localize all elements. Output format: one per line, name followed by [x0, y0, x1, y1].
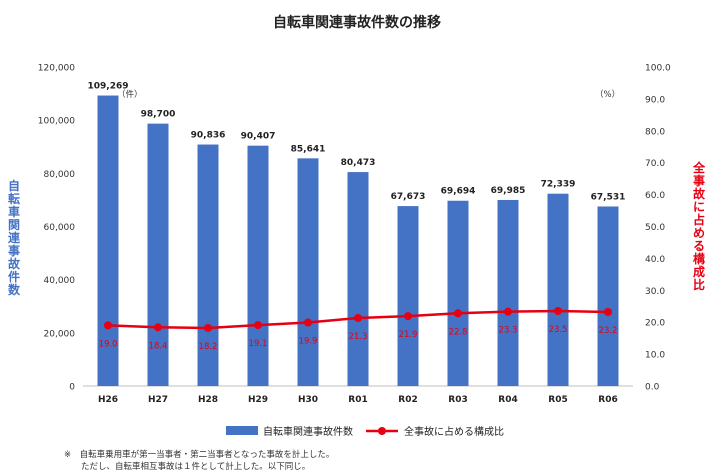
y-left-tick-label: 100,000: [38, 117, 75, 127]
y-right-tick-label: 20.0: [645, 319, 665, 329]
bar-H29: [247, 145, 269, 386]
bar-value-label: 69,985: [491, 186, 526, 196]
y-right-tick-label: 70.0: [645, 159, 665, 169]
y-left-unit: （件）: [117, 89, 143, 100]
y-right-tick-label: 40.0: [645, 255, 665, 265]
bar-R03: [447, 200, 469, 386]
ratio-point: [254, 321, 262, 330]
y-left-tick-label: 0: [69, 383, 75, 393]
x-tick-label: R05: [548, 395, 567, 405]
bar-R05: [547, 193, 569, 386]
y-right-tick-label: 80.0: [645, 127, 665, 137]
ratio-point: [504, 307, 512, 316]
ratio-value-label: 21.9: [399, 330, 418, 340]
ratio-value-label: 23.2: [599, 326, 618, 336]
y-right-tick-label: 0.0: [645, 383, 660, 393]
x-tick-label: R06: [598, 395, 617, 405]
bar-R04: [497, 199, 519, 386]
x-tick-label: H30: [298, 395, 318, 405]
ratio-value-label: 23.3: [499, 326, 518, 336]
bar-value-label: 90,407: [241, 132, 276, 142]
y-right-tick-label: 50.0: [645, 223, 665, 233]
bar-value-label: 69,694: [441, 187, 476, 197]
y-right-tick-label: 100.0: [645, 64, 671, 74]
y-right-tick-label: 10.0: [645, 351, 665, 361]
legend-line-marker: [378, 427, 386, 435]
bar-value-label: 67,531: [591, 192, 626, 202]
bar-value-label: 109,269: [88, 82, 129, 92]
chart-title: 自転車関連事故件数の推移: [273, 14, 441, 31]
ratio-point: [604, 307, 612, 316]
y-left-tick-label: 20,000: [44, 329, 76, 339]
bar-H28: [197, 144, 219, 386]
x-tick-label: H28: [198, 395, 218, 405]
ratio-point: [154, 323, 162, 332]
y-right-tick-label: 90.0: [645, 95, 665, 105]
x-tick-label: H27: [148, 395, 168, 405]
bar-value-label: 98,700: [141, 110, 176, 120]
bar-R02: [397, 206, 419, 386]
bar-value-label: 72,339: [541, 180, 576, 190]
ratio-value-label: 19.0: [99, 339, 118, 349]
ratio-value-label: 21.3: [349, 332, 368, 342]
y-left-tick-label: 60,000: [44, 223, 76, 233]
y-right-tick-label: 60.0: [645, 191, 665, 201]
y-right-tick-label: 30.0: [645, 287, 665, 297]
bar-H26: [97, 95, 119, 386]
bar-H30: [297, 158, 319, 386]
ratio-value-label: 19.9: [299, 337, 318, 347]
ratio-value-label: 18.2: [199, 342, 218, 352]
x-tick-label: R02: [398, 395, 417, 405]
bar-R06: [597, 206, 619, 386]
y-left-tick-label: 120,000: [38, 64, 75, 74]
ratio-value-label: 18.4: [149, 341, 168, 351]
ratio-value-label: 22.8: [449, 327, 468, 337]
x-tick-label: H29: [248, 395, 268, 405]
footnote-line-1: ※ 自転車乗用車が第一当事者・第二当事者となった事故を計上した。: [64, 450, 335, 460]
y-left-axis-title: 自転車関連事故件数: [8, 178, 21, 297]
x-tick-label: R03: [448, 395, 467, 405]
bar-H27: [147, 123, 169, 386]
ratio-point: [304, 318, 312, 327]
bar-value-label: 90,836: [191, 131, 226, 141]
x-tick-label: R04: [498, 395, 517, 405]
ratio-point: [404, 312, 412, 321]
legend-bar-swatch: [226, 426, 258, 435]
ratio-point: [454, 309, 462, 318]
ratio-value-label: 23.5: [549, 325, 568, 335]
bar-R01: [347, 172, 369, 386]
ratio-point: [354, 314, 362, 323]
y-right-unit: （%）: [595, 89, 620, 100]
ratio-point: [554, 307, 562, 316]
ratio-point: [204, 323, 212, 332]
x-tick-label: R01: [348, 395, 367, 405]
y-left-tick-label: 80,000: [44, 170, 76, 180]
x-tick-label: H26: [98, 395, 118, 405]
y-right-axis-title: 全事故に占める構成比: [692, 160, 706, 292]
legend-line-label: 全事故に占める構成比: [404, 425, 504, 438]
footnote-line-2: ただし、自転車相互事故は１件として計上した。以下同じ。: [64, 462, 311, 472]
bar-value-label: 80,473: [341, 158, 376, 168]
bar-value-label: 85,641: [291, 144, 326, 154]
ratio-point: [104, 321, 112, 330]
legend-bar-label: 自転車関連事故件数: [263, 425, 353, 438]
y-left-tick-label: 40,000: [44, 276, 76, 286]
ratio-value-label: 19.1: [249, 339, 268, 349]
bar-value-label: 67,673: [391, 192, 426, 202]
